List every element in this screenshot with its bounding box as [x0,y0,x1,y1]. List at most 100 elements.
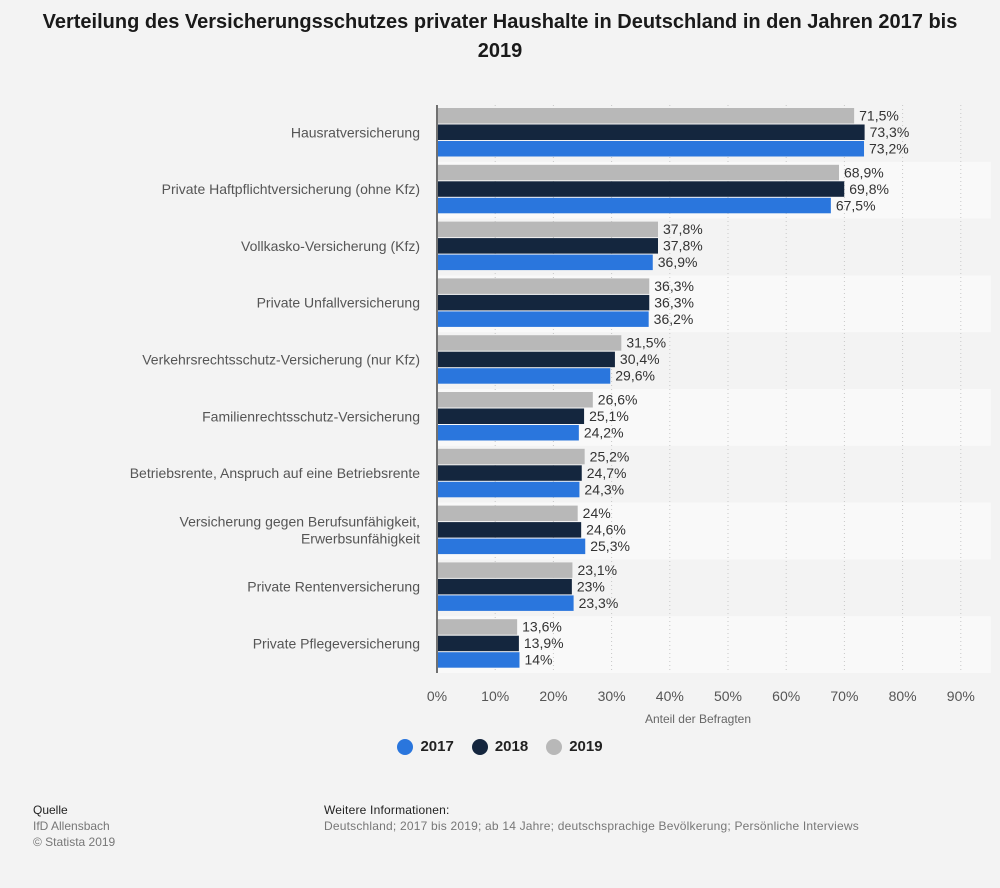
bar-2019 [438,619,518,635]
info-heading: Weitere Informationen: [324,803,450,817]
data-label: 69,8% [849,181,889,197]
data-label: 36,3% [654,278,694,294]
category-label: Vollkasko-Versicherung (Kfz) [241,238,420,254]
bar-2018 [438,181,845,197]
data-label: 14% [524,652,552,668]
row-band [437,616,991,673]
data-label: 37,8% [663,238,703,254]
data-label: 23,1% [577,562,617,578]
data-label: 24,2% [584,425,624,441]
bar-2019 [438,392,593,408]
category-label: Erwerbsunfähigkeit [301,530,420,546]
bar-2019 [438,562,573,578]
data-label: 13,6% [522,619,562,635]
data-label: 36,3% [654,294,694,310]
x-tick-label: 60% [772,688,800,704]
bar-2018 [438,578,572,595]
data-label: 73,3% [870,124,910,140]
x-tick-label: 90% [947,688,975,704]
data-label: 25,2% [590,448,630,464]
bar-2018 [438,238,658,254]
copyright: © Statista 2019 [33,835,116,849]
category-label: Betriebsrente, Anspruch auf eine Betrieb… [130,465,421,481]
legend-item-2017[interactable]: 2017 [397,738,454,755]
legend-label-2017: 2017 [420,738,454,755]
bar-2017 [438,197,831,214]
data-label: 68,9% [844,164,884,180]
data-label: 25,1% [589,408,629,424]
data-label: 36,9% [658,254,698,270]
category-label: Private Rentenversicherung [247,579,420,595]
data-label: 24,7% [587,465,627,481]
data-label: 73,2% [869,141,909,157]
data-label: 25,3% [590,538,630,554]
x-tick-label: 20% [539,688,567,704]
x-tick-label: 50% [714,688,742,704]
legend-marker-2019 [546,738,563,755]
bar-2017 [438,254,653,271]
category-label: Private Pflegeversicherung [253,635,420,651]
source-heading: Quelle [33,803,68,817]
category-label: Private Unfallversicherung [257,295,420,311]
legend-item-2018[interactable]: 2018 [471,738,529,755]
legend-label-2019: 2019 [569,738,603,755]
bar-2017 [438,481,580,498]
category-label: Hausratversicherung [291,124,420,140]
data-label: 37,8% [663,221,703,237]
data-label: 36,2% [654,311,694,327]
legend-item-2019[interactable]: 2019 [546,738,603,755]
category-label: Private Haftpflichtversicherung (ohne Kf… [162,181,420,197]
data-label: 23% [577,578,605,594]
bar-2019 [438,278,650,294]
source-block: Quelle IfD Allensbach © Statista 2019 [33,802,115,850]
bar-2017 [438,425,579,441]
data-label: 24,3% [584,481,624,497]
x-tick-label: 40% [656,688,684,704]
bar-2019 [438,505,578,522]
x-tick-label: 30% [598,688,626,704]
category-label: Familienrechtsschutz-Versicherung [202,408,420,424]
bar-2017 [438,141,865,157]
bar-2019 [438,164,839,181]
bar-2018 [438,522,582,538]
x-tick-label: 80% [889,688,917,704]
bar-2018 [438,294,650,311]
data-label: 23,3% [579,595,619,611]
info-text: Deutschland; 2017 bis 2019; ab 14 Jahre;… [324,819,859,833]
x-tick-label: 0% [427,688,447,704]
bar-2019 [438,221,658,238]
data-label: 31,5% [626,335,666,351]
data-label: 24% [583,505,611,521]
bar-2018 [438,635,519,652]
legend: 2017 2018 2019 [0,738,1000,755]
x-tick-label: 70% [830,688,858,704]
data-label: 13,9% [524,635,564,651]
bar-2017 [438,538,586,555]
bar-2018 [438,351,615,368]
bar-2018 [438,124,865,140]
data-label: 67,5% [836,197,876,213]
category-label: Verkehrsrechtsschutz-Versicherung (nur K… [142,351,420,367]
bar-2019 [438,335,622,351]
info-block: Weitere Informationen: Deutschland; 2017… [324,802,859,834]
x-axis-label: Anteil der Befragten [645,712,751,726]
x-tick-label: 10% [481,688,509,704]
source-name[interactable]: IfD Allensbach [33,819,110,833]
bar-2019 [438,448,585,465]
data-label: 30,4% [620,351,660,367]
bar-2017 [438,368,611,384]
bar-2017 [438,652,520,668]
legend-marker-2017 [397,738,414,755]
legend-marker-2018 [471,738,488,755]
bar-2018 [438,465,582,481]
data-label: 26,6% [598,392,638,408]
data-label: 71,5% [859,108,899,124]
category-label: Versicherung gegen Berufsunfähigkeit, [180,513,421,529]
bar-2018 [438,408,585,424]
bar-2017 [438,311,649,327]
data-label: 29,6% [615,368,655,384]
legend-label-2018: 2018 [494,738,529,755]
bar-2017 [438,595,574,611]
bar-2019 [438,108,855,124]
